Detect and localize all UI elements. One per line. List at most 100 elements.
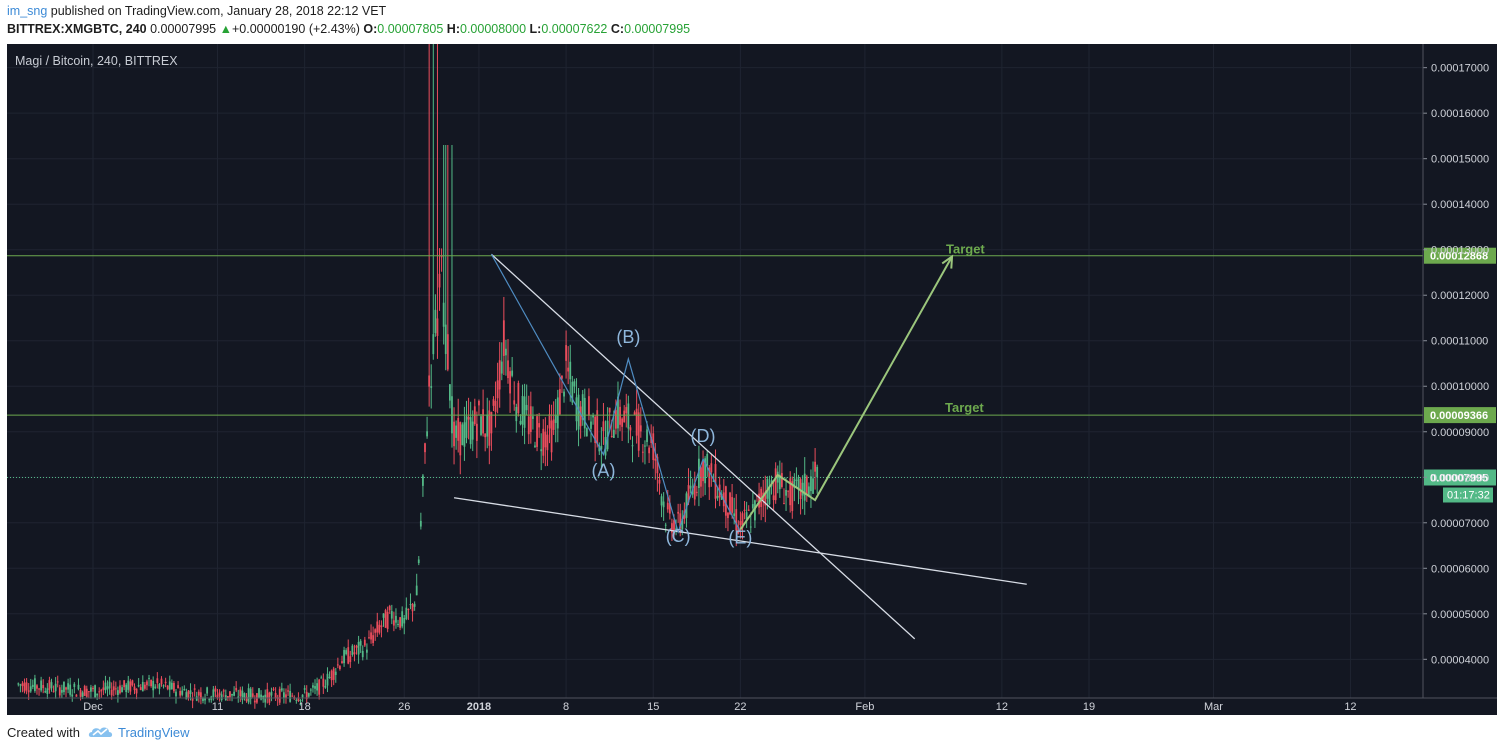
tradingview-brand-link[interactable]: TradingView [118, 725, 190, 740]
candle-body [558, 389, 561, 415]
candle-body [424, 443, 426, 453]
candle-body [517, 383, 520, 414]
wave-label: (E) [728, 527, 752, 547]
candle-body [646, 429, 648, 442]
candle-body [592, 415, 594, 418]
candle-body [577, 394, 580, 430]
candle-body [355, 645, 358, 648]
candle-body [25, 682, 28, 691]
candle-body [724, 486, 727, 516]
x-tick-label: 11 [212, 701, 223, 713]
candle-body [291, 695, 294, 697]
candle-body [239, 689, 242, 697]
author-link[interactable]: im_sng [7, 4, 48, 18]
candle-body [720, 494, 723, 500]
candle-body [197, 691, 200, 696]
candle-body [426, 431, 428, 437]
candle-body [442, 302, 445, 327]
close-label: C: [610, 22, 625, 36]
candle-body [785, 489, 787, 496]
candle-body [42, 685, 45, 689]
candle-body [212, 689, 215, 697]
candle-body [747, 509, 750, 511]
candle-body [376, 621, 379, 633]
candle-body [511, 370, 514, 376]
x-tick-label: Dec [83, 701, 103, 713]
candle-body [87, 691, 90, 693]
candle-body [249, 688, 252, 700]
candle-body [631, 445, 634, 447]
candle-body [214, 688, 217, 692]
candle-body [768, 486, 771, 505]
candle-body [390, 611, 393, 619]
candle-body [544, 431, 547, 448]
candle-body [695, 491, 698, 493]
candle-body [754, 500, 756, 521]
candle-body [490, 412, 493, 434]
time-axis[interactable]: Dec 11 18 26 2018 8 15 22 Feb 12 19 Mar 12 [7, 697, 1497, 713]
candle-body [301, 694, 304, 698]
candle-body [312, 685, 314, 688]
chart-header: im_sng published on TradingView.com, Jan… [0, 0, 1504, 42]
candle-body [571, 381, 574, 403]
candle-body [471, 421, 474, 440]
candle-body [712, 480, 715, 482]
candle-body [675, 528, 677, 531]
x-tick-label: 8 [563, 701, 569, 713]
candle-body [395, 615, 397, 623]
candle-body [372, 635, 375, 644]
candle-body [135, 688, 138, 694]
candle-body [579, 406, 582, 427]
candle-body [71, 694, 74, 697]
candle-body [363, 639, 366, 646]
candle-body [79, 690, 82, 697]
candle-body [432, 334, 435, 355]
candle-body [727, 512, 729, 519]
candle-body [270, 691, 273, 696]
candle-body [774, 468, 777, 501]
current-price-tag [1424, 469, 1496, 486]
candle-body [146, 681, 148, 686]
candle-body [556, 397, 559, 429]
candle-body [691, 489, 694, 495]
candle-body [434, 309, 437, 334]
price-chart[interactable]: 0.00012868 0.00009366 Target Target 0.000079… [0, 42, 1504, 715]
candle-body [17, 683, 20, 685]
candle-body [610, 435, 613, 437]
publish-line: im_sng published on TradingView.com, Jan… [7, 4, 386, 18]
candle-body [185, 692, 188, 700]
candle-body [581, 394, 584, 420]
candle-body [739, 521, 742, 525]
candle-body [409, 604, 412, 606]
candle-body [685, 493, 688, 518]
candle-body [542, 428, 545, 456]
y-tick-label: 0.00015000 [1431, 154, 1489, 166]
candle-body [181, 690, 184, 695]
candle-body [316, 683, 318, 691]
candle-body [382, 613, 385, 618]
candle-body [534, 445, 536, 447]
candle-body [90, 687, 92, 692]
current-price-value: 0.00007995 [1430, 472, 1488, 484]
candle-body [378, 624, 381, 633]
candle-body [621, 418, 624, 427]
candle-body [336, 664, 339, 666]
candle-body [96, 693, 99, 696]
candle-body [704, 458, 707, 484]
candle-body [392, 620, 395, 626]
candle-body [457, 417, 460, 441]
candle-body [305, 691, 308, 700]
candle-body [320, 677, 323, 679]
price-axis[interactable]: 0.00004000 0.00005000 0.00006000 0.00007000… [1422, 44, 1489, 698]
candle-body [793, 478, 796, 488]
y-tick-label: 0.00009000 [1431, 427, 1489, 439]
candle-body [679, 513, 682, 529]
candle-body [735, 509, 738, 531]
candle-body [600, 446, 603, 450]
candle-body [347, 647, 350, 664]
candle-body [585, 428, 588, 437]
candle-body [789, 478, 792, 506]
candle-body [397, 624, 399, 626]
candle-body [658, 479, 661, 484]
candle-body [706, 453, 709, 466]
